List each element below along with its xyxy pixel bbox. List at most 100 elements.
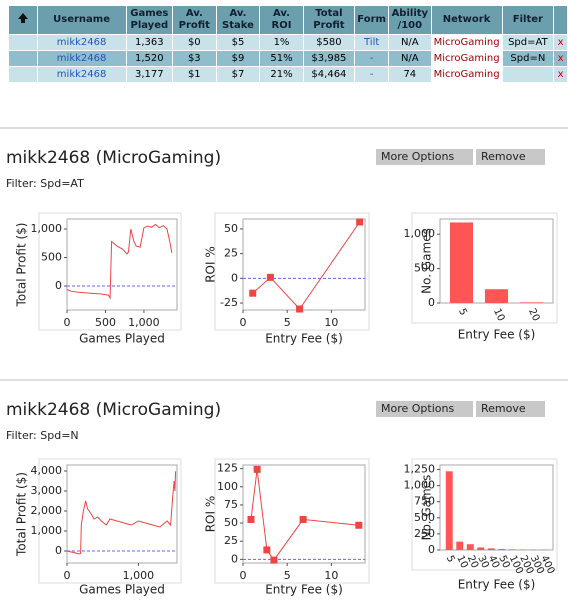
x-tick-label: 50 <box>496 554 511 570</box>
y-tick-label: 0 <box>428 296 435 309</box>
point <box>296 305 304 313</box>
y-tick-label: 1,000 <box>31 524 63 537</box>
table-cell: 74 <box>388 66 432 83</box>
bar <box>466 544 474 550</box>
x-tick-label: 1,000 <box>128 316 160 329</box>
bar <box>508 549 516 550</box>
button-label[interactable]: More Options <box>381 402 454 415</box>
table-cell[interactable]: x <box>553 66 568 83</box>
stats-table: Username Games Played Av. Profit Av. Stake A… <box>8 5 568 83</box>
y-tick-label: 0 <box>55 544 62 557</box>
button[interactable] <box>376 401 473 417</box>
point <box>249 289 257 297</box>
column-header[interactable]: Games Played <box>125 5 174 35</box>
y-tick-label: 1,250 <box>404 463 436 476</box>
table-cell: N/A <box>388 34 432 51</box>
y-tick-label: 50 <box>224 222 238 235</box>
y-tick-label: 500 <box>41 251 62 264</box>
y-axis-label: No. Games <box>420 475 434 541</box>
column-header[interactable]: Av. ROI <box>259 5 304 35</box>
x-tick-label: 5 <box>284 569 291 582</box>
column-header[interactable]: Network <box>430 5 503 35</box>
y-axis-label: Total Profit ($) <box>15 472 29 557</box>
table-cell: Spd=AT <box>501 34 555 51</box>
button[interactable] <box>376 149 473 165</box>
y-tick-label: 750 <box>414 495 435 508</box>
bar <box>519 302 544 303</box>
column-header[interactable]: Av. Profit <box>172 5 217 35</box>
table-cell: MicroGaming <box>430 50 503 67</box>
y-axis-label: No. Games <box>420 228 434 294</box>
column-header[interactable]: Av. Stake <box>215 5 261 35</box>
plot-area <box>242 464 366 564</box>
table-cell[interactable]: mikk2468 <box>36 50 127 67</box>
table-row: mikk2468 3,177 $1 $7 21% $4,464-74 MicroGaming… <box>8 66 568 83</box>
point <box>270 556 278 564</box>
y-axis-label: ROI % <box>204 496 218 533</box>
column-header[interactable]: Total Profit <box>302 5 356 35</box>
y-tick-label: 1,000 <box>404 227 436 240</box>
sort-arrow <box>17 13 28 23</box>
x-tick-label: 0 <box>240 569 247 582</box>
bar <box>477 547 485 550</box>
table-cell: $3 <box>172 50 217 67</box>
column-header[interactable]: Filter <box>501 5 555 35</box>
button-label[interactable]: Remove <box>481 402 526 415</box>
column-header[interactable]: Form <box>354 5 390 35</box>
point <box>263 546 271 554</box>
point <box>253 465 261 473</box>
button-label[interactable]: More Options <box>381 150 454 163</box>
button-label[interactable]: Remove <box>481 150 526 163</box>
x-tick-label: 30 <box>475 554 490 570</box>
column-header[interactable]: Ability /100 <box>388 5 432 35</box>
table-cell: $3,985 <box>302 50 356 67</box>
table-cell[interactable]: mikk2468 <box>36 66 127 83</box>
x-axis-label: Entry Fee ($) <box>265 332 343 346</box>
y-axis-label: Total Profit ($) <box>15 223 29 308</box>
x-tick-label: 10 <box>491 307 506 323</box>
y-tick-label: 250 <box>414 527 435 540</box>
filter-text: Filter: Spd=AT <box>6 177 84 190</box>
line <box>66 471 177 555</box>
sort-header[interactable] <box>8 5 38 35</box>
y-tick-label: 50 <box>224 516 238 529</box>
x-tick-label: 5 <box>284 316 291 329</box>
table-cell: - <box>354 66 390 83</box>
bar <box>484 289 509 303</box>
x-axis-label: Games Played <box>79 583 165 597</box>
table-cell: MicroGaming <box>430 66 503 83</box>
y-tick-label: 1,000 <box>31 222 63 235</box>
x-axis-label: Entry Fee ($) <box>458 328 536 342</box>
y-tick-label: 2,000 <box>31 504 63 517</box>
y-tick-label: 0 <box>231 271 238 284</box>
bar <box>498 549 506 550</box>
table-cell: N/A <box>388 50 432 67</box>
point <box>266 273 274 281</box>
button[interactable] <box>476 401 545 417</box>
y-tick-label: 1,000 <box>404 479 436 492</box>
table-cell[interactable]: x <box>553 34 568 51</box>
header-row: Username Games Played Av. Profit Av. Stake A… <box>8 5 568 35</box>
bar <box>449 222 474 303</box>
table-cell[interactable]: x <box>553 50 568 67</box>
x-tick-label: 0 <box>64 316 71 329</box>
x-tick-label: 10 <box>324 316 338 329</box>
line <box>250 469 359 561</box>
plot-area <box>439 464 554 551</box>
x-tick-label: 5 <box>444 554 457 564</box>
y-tick-label: 500 <box>414 511 435 524</box>
x-tick-label: 20 <box>526 307 541 323</box>
table-cell: 1% <box>259 34 304 51</box>
point <box>247 515 255 523</box>
panel-title: mikk2468 (MicroGaming) <box>6 400 221 420</box>
y-axis-label: ROI % <box>204 246 218 283</box>
x-tick-label: 20 <box>465 554 480 570</box>
button[interactable] <box>476 149 545 165</box>
y-tick-label: 0 <box>55 279 62 292</box>
bar <box>445 471 453 550</box>
y-tick-label: 500 <box>414 262 435 275</box>
point <box>356 218 364 226</box>
line <box>66 223 173 300</box>
